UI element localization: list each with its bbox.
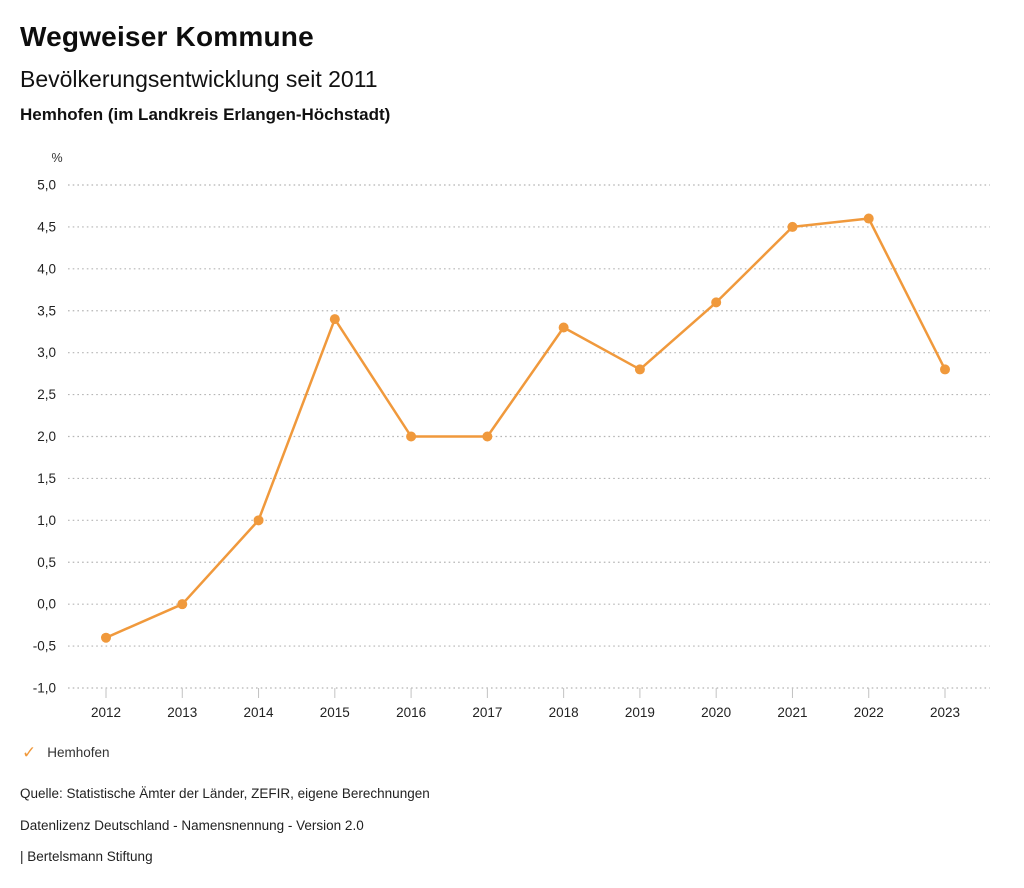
data-point-2021[interactable] <box>787 221 798 232</box>
legend-item-hemhofen[interactable]: ✓ Hemhofen <box>22 744 110 761</box>
data-point-2022[interactable] <box>863 213 874 224</box>
attribution-text: | Bertelsmann Stiftung <box>20 849 153 864</box>
license-text: Datenlizenz Deutschland - Namensnennung … <box>20 818 364 833</box>
population-line-chart: % 5,0 4,5 4,0 3,5 3,0 2,5 2,0 1,5 1,0 0,5 0,0 -0,5 -1… <box>33 151 990 720</box>
y-axis-tick-label: -1,0 <box>33 681 56 696</box>
y-axis-tick-label: 5,0 <box>37 178 56 193</box>
y-axis-tick-label: 0,0 <box>37 597 56 612</box>
x-axis-tick-label: 2013 <box>167 705 197 720</box>
y-axis-tick-label: 2,0 <box>37 429 56 444</box>
data-point-2017[interactable] <box>482 431 493 442</box>
chart-subtitle-location: Hemhofen (im Landkreis Erlangen-Höchstad… <box>20 105 391 124</box>
data-point-2014[interactable] <box>253 515 264 526</box>
x-axis-tick-label: 2020 <box>701 705 731 720</box>
y-axis-tick-label: 4,0 <box>37 261 56 276</box>
y-axis-tick-label: 4,5 <box>37 219 56 234</box>
series-line-hemhofen <box>104 217 947 639</box>
y-axis-tick-label: 3,5 <box>37 303 56 318</box>
data-point-2012[interactable] <box>101 632 111 643</box>
x-axis-tick-label: 2016 <box>396 705 426 720</box>
x-axis-tick-label: 2019 <box>625 705 655 720</box>
chart-title: Bevölkerungsentwicklung seit 2011 <box>20 66 378 92</box>
x-axis-tick-label: 2015 <box>320 705 350 720</box>
page-title: Wegweiser Kommune <box>20 21 314 52</box>
source-text: Quelle: Statistische Ämter der Länder, Z… <box>20 786 430 801</box>
y-axis-tick-label: 3,0 <box>37 345 56 360</box>
y-axis-tick-label: 1,0 <box>37 513 56 528</box>
data-point-2020[interactable] <box>711 297 722 308</box>
data-point-2023[interactable] <box>940 364 950 375</box>
y-axis-tick-label: 0,5 <box>37 555 56 570</box>
data-point-2013[interactable] <box>177 599 188 610</box>
x-axis-tick-label: 2022 <box>854 705 884 720</box>
x-axis-tick-label: 2012 <box>91 705 121 720</box>
data-point-2019[interactable] <box>634 364 645 375</box>
check-icon: ✓ <box>22 743 37 762</box>
y-axis-tick-label: -0,5 <box>33 639 56 654</box>
x-axis-tick-label: 2017 <box>472 705 502 720</box>
y-axis-tick-label: 2,5 <box>37 387 56 402</box>
data-point-2018[interactable] <box>558 322 569 333</box>
data-point-2015[interactable] <box>329 314 340 325</box>
x-axis-tick-label: 2021 <box>777 705 807 720</box>
y-axis-unit-label: % <box>51 151 62 165</box>
legend-label: Hemhofen <box>47 745 110 760</box>
y-axis-tick-label: 1,5 <box>37 471 56 486</box>
x-axis-tick-label: 2023 <box>930 705 960 720</box>
x-axis-tick-label: 2014 <box>244 705 275 720</box>
data-point-2016[interactable] <box>406 431 417 442</box>
x-axis-tick-label: 2018 <box>549 705 579 720</box>
